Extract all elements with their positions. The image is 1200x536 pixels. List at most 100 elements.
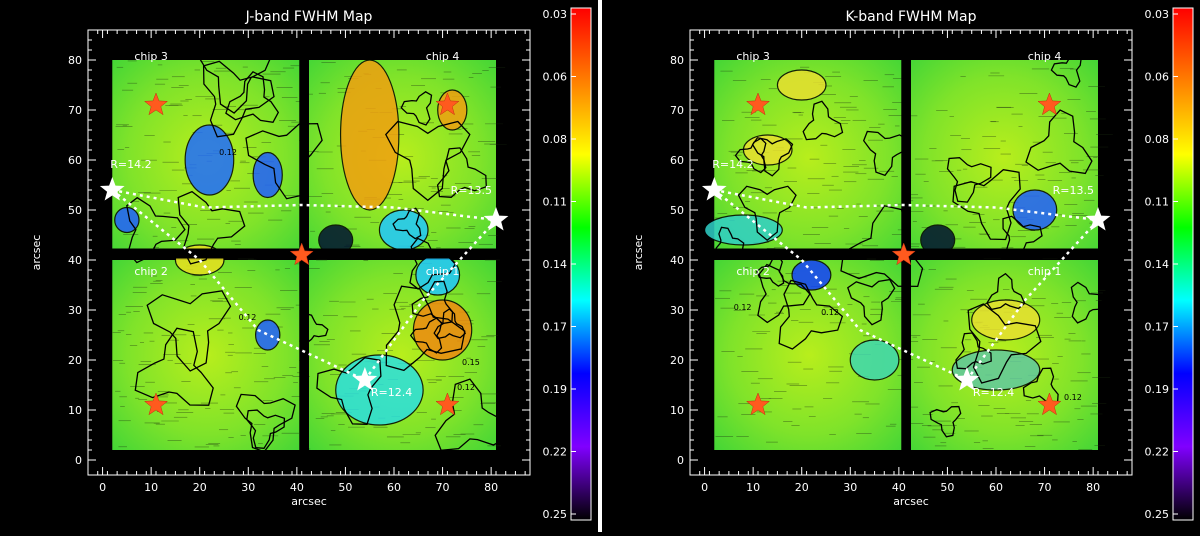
guide-star-icon — [99, 177, 125, 201]
x-tick-label: 20 — [795, 481, 809, 494]
y-tick-label: 0 — [677, 454, 684, 467]
colorbar-label: 0.03 — [543, 8, 568, 21]
contour-line — [385, 120, 471, 202]
contour-line — [392, 207, 422, 240]
chart-title: K-band FWHM Map — [846, 9, 977, 25]
fwhm-blob — [791, 259, 832, 291]
contour-line — [751, 137, 794, 177]
guide-star-icon — [954, 367, 980, 391]
reference-star-icon — [745, 392, 771, 416]
reference-star-icon — [143, 392, 169, 416]
x-tick-label: 50 — [338, 481, 352, 494]
plot-frame — [87, 29, 531, 476]
fwhm-blob — [703, 214, 783, 246]
contour-label: 0.12 — [1079, 253, 1097, 262]
x-tick-label: 70 — [1038, 481, 1052, 494]
y-tick-label: 10 — [670, 404, 684, 417]
chip-label: chip 1 — [1028, 265, 1062, 278]
x-tick-label: 40 — [892, 481, 906, 494]
y-tick-label: 40 — [68, 254, 82, 267]
colorbar-label: 0.08 — [1145, 133, 1170, 146]
y-tick-label: 20 — [670, 354, 684, 367]
colorbar-label: 0.25 — [543, 508, 568, 521]
colorbar-label: 0.19 — [1145, 383, 1170, 396]
reference-star-icon — [1037, 92, 1062, 116]
guide-line-right — [363, 219, 497, 381]
contour-label: 0.12 — [457, 383, 475, 392]
colorbar-label: 0.22 — [1145, 446, 1170, 459]
guide-star-label: R=13.5 — [451, 184, 492, 197]
contour-label: 0.12 — [219, 148, 237, 157]
reference-star-icon — [435, 392, 460, 416]
colorbar-label: 0.17 — [543, 321, 568, 334]
fwhm-blob — [184, 124, 235, 196]
reference-star-icon — [891, 242, 916, 266]
x-tick-label: 80 — [484, 481, 498, 494]
guide-star-label: R=12.4 — [371, 386, 412, 399]
colorbar-label: 0.08 — [543, 133, 568, 146]
contour-line — [409, 317, 443, 354]
reference-star-icon — [143, 92, 169, 116]
contour-line — [134, 327, 214, 406]
guide-line-top — [714, 188, 1099, 222]
contour-line — [385, 285, 466, 372]
y-tick-label: 80 — [68, 54, 82, 67]
y-tick-label: 0 — [75, 454, 82, 467]
guide-star-label: R=12.4 — [973, 386, 1014, 399]
guide-lines — [713, 188, 1099, 382]
y-tick-label: 20 — [68, 354, 82, 367]
contour-line — [433, 308, 466, 340]
contour-line — [929, 405, 962, 438]
contour-line — [778, 279, 844, 350]
guide-star-icon — [483, 207, 509, 231]
colorbar-label: 0.03 — [1145, 8, 1170, 21]
k-band-chart: K-band FWHM Map 0.12 0.12 0.12 0.12 chip 3 chi… — [632, 7, 1194, 521]
y-tick-label: 30 — [670, 304, 684, 317]
guide-line-right — [965, 219, 1099, 381]
colorbar-label: 0.22 — [543, 446, 568, 459]
contour-line — [177, 190, 246, 265]
colorbar-label: 0.25 — [1145, 508, 1170, 521]
y-tick-label: 40 — [670, 254, 684, 267]
x-tick-label: 0 — [99, 481, 106, 494]
y-axis-label: arcsec — [632, 235, 645, 271]
x-tick-label: 60 — [387, 481, 401, 494]
contour-line — [862, 130, 910, 177]
colorbar-label: 0.19 — [543, 383, 568, 396]
fwhm-blob — [971, 299, 1041, 341]
contour-line — [225, 70, 280, 124]
x-tick-label: 20 — [193, 481, 207, 494]
x-tick-label: 80 — [1086, 481, 1100, 494]
y-tick-label: 80 — [670, 54, 684, 67]
fwhm-blob — [335, 354, 424, 426]
contour-line — [1002, 215, 1043, 259]
x-tick-label: 0 — [701, 481, 708, 494]
contour-line — [946, 157, 992, 203]
panel-divider — [598, 0, 602, 532]
y-tick-label: 70 — [670, 104, 684, 117]
chip-label: chip 3 — [736, 50, 770, 63]
y-tick-label: 60 — [68, 154, 82, 167]
chip-label: chip 4 — [426, 50, 460, 63]
guide-star-icon — [701, 177, 727, 201]
colorbar-label: 0.06 — [543, 71, 568, 84]
k-band-panel: K-band FWHM Map 0.12 0.12 0.12 0.12 chip 3 chi… — [602, 0, 1200, 532]
contour-line — [246, 409, 286, 449]
colorbar-label: 0.11 — [1145, 196, 1170, 209]
y-tick-label: 60 — [670, 154, 684, 167]
x-tick-label: 30 — [843, 481, 857, 494]
contour-line — [196, 41, 273, 114]
y-axis-label: arcsec — [30, 235, 43, 271]
contour-label: 0.12 — [1064, 393, 1082, 402]
fwhm-blob — [849, 339, 900, 381]
reference-star-icon — [1037, 392, 1062, 416]
y-tick-label: 30 — [68, 304, 82, 317]
fwhm-blob — [339, 59, 400, 211]
guide-star-icon — [352, 367, 378, 391]
contour-line — [734, 137, 767, 174]
fwhm-blob — [742, 134, 793, 166]
x-tick-label: 10 — [144, 481, 158, 494]
guide-star-icon — [1085, 207, 1111, 231]
fwhm-blobs — [114, 59, 473, 426]
contour-label: 0.12 — [239, 313, 257, 322]
